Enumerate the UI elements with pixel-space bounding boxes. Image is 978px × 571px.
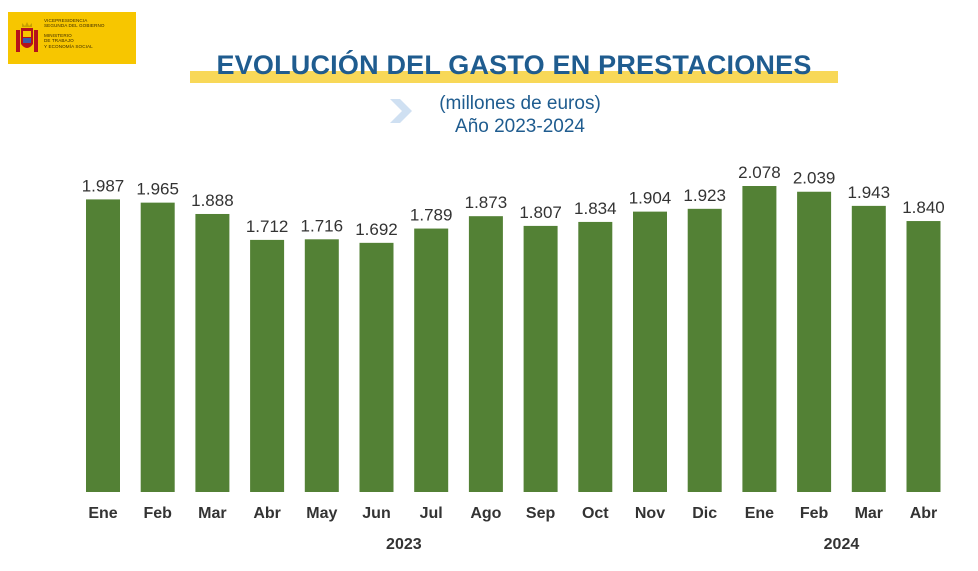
data-label: 1.716 <box>301 216 344 235</box>
x-tick-label: Mar <box>855 505 883 522</box>
chevron-right-icon <box>390 99 412 123</box>
data-label: 1.943 <box>848 183 891 202</box>
bar <box>633 211 667 492</box>
x-tick-label: Sep <box>526 505 556 522</box>
data-label: 1.904 <box>629 189 672 208</box>
x-tick-label: Jun <box>362 505 390 522</box>
data-label: 1.834 <box>574 199 617 218</box>
data-label: 1.789 <box>410 206 453 225</box>
bar <box>414 228 449 493</box>
bar <box>906 221 941 492</box>
x-tick-label: Ene <box>88 505 117 522</box>
bar <box>304 239 339 492</box>
x-tick-label: Abr <box>253 505 281 522</box>
data-label: 1.692 <box>355 220 398 239</box>
logo-line: SEGUNDA DEL GOBIERNO <box>44 23 105 29</box>
ministry-name: VICEPRESIDENCIA SEGUNDA DEL GOBIERNO MIN… <box>44 18 134 49</box>
year-group-label: 2024 <box>824 536 860 553</box>
bar <box>797 191 832 492</box>
x-tick-label: Abr <box>910 505 938 522</box>
year-group-label: 2023 <box>386 536 422 553</box>
x-tick-label: May <box>306 505 337 522</box>
x-tick-label: Feb <box>143 505 172 522</box>
x-tick-label: Ago <box>470 505 501 522</box>
chart-subtitle: (millones de euros) Año 2023-2024 <box>400 92 640 138</box>
bar <box>851 205 886 492</box>
logo-line: VICEPRESIDENCIA <box>44 18 88 23</box>
subtitle-units: (millones de euros) <box>439 93 601 114</box>
data-label: 2.078 <box>738 163 781 182</box>
x-tick-label: Jul <box>420 505 443 522</box>
logo-line: MINISTERIO <box>44 32 72 38</box>
logo-line: DE TRABAJO <box>44 38 74 44</box>
x-tick-label: Mar <box>198 505 226 522</box>
logo-line: Y ECONOMÍA SOCIAL <box>44 43 93 49</box>
bar <box>140 202 175 492</box>
x-tick-label: Ene <box>745 505 774 522</box>
bar <box>250 239 285 492</box>
x-tick-label: Dic <box>692 505 717 522</box>
x-tick-label: Feb <box>800 505 829 522</box>
data-label: 1.840 <box>902 198 945 217</box>
data-label: 1.965 <box>136 180 179 199</box>
data-label: 1.888 <box>191 191 234 210</box>
data-label: 1.712 <box>246 217 289 236</box>
data-label: 1.807 <box>519 203 562 222</box>
subtitle-period: Año 2023-2024 <box>455 116 585 137</box>
government-logo: VICEPRESIDENCIA SEGUNDA DEL GOBIERNO MIN… <box>8 12 136 64</box>
coat-of-arms-icon <box>16 22 38 52</box>
data-label: 2.039 <box>793 169 836 188</box>
bar <box>468 216 503 492</box>
bar <box>687 208 722 492</box>
bar <box>195 213 230 492</box>
title-highlight-band <box>190 71 838 83</box>
bar <box>86 199 120 492</box>
x-tick-label: Nov <box>635 505 665 522</box>
data-label: 1.987 <box>82 176 125 195</box>
data-label: 1.873 <box>465 193 508 212</box>
bar <box>742 186 777 492</box>
bar <box>359 242 394 492</box>
bar <box>523 225 558 492</box>
data-label: 1.923 <box>683 186 726 205</box>
page-title: EVOLUCIÓN DEL GASTO EN PRESTACIONES <box>216 50 812 80</box>
x-tick-label: Oct <box>582 505 609 522</box>
bar <box>578 221 613 492</box>
